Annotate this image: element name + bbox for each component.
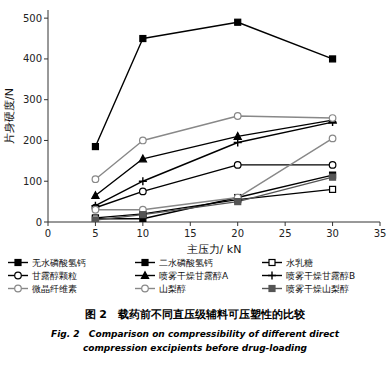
point xyxy=(235,19,241,25)
point xyxy=(92,206,99,213)
x-tick-label: 5 xyxy=(92,228,98,239)
point xyxy=(140,212,146,218)
x-tick-label: 0 xyxy=(45,228,51,239)
legend-marker xyxy=(141,272,148,279)
point xyxy=(140,211,146,217)
series-line xyxy=(95,177,332,220)
legend-label: 喷雾干燥甘露醇A xyxy=(159,271,229,281)
x-tick xyxy=(332,222,333,226)
point xyxy=(330,186,336,192)
x-tick xyxy=(237,222,238,226)
x-tick xyxy=(48,222,49,226)
point xyxy=(234,113,241,120)
y-tick xyxy=(44,181,48,182)
legend-marker xyxy=(269,286,275,292)
legend-marker xyxy=(142,260,148,266)
legend-label: 二水磷酸氢钙 xyxy=(159,258,213,268)
chart: 0 5 10 15 20 25 30 35 0 100 200 300 400 500 主压力/ kN 片身硬… xyxy=(0,0,390,371)
y-tick-label: 100 xyxy=(23,176,42,187)
y-tick xyxy=(44,222,48,223)
y-tick-label: 400 xyxy=(23,53,42,64)
legend: 无水磷酸氢钙 二水磷酸氢钙 水乳糖甘露醇颗粒 喷雾干燥甘露醇A 喷雾干燥甘露醇B 微晶纤维… xyxy=(8,258,355,294)
x-tick-label: 25 xyxy=(279,228,292,239)
y-tick xyxy=(44,58,48,59)
series-line xyxy=(95,122,332,206)
point xyxy=(329,162,336,169)
legend-label: 喷雾干燥甘露醇B xyxy=(286,271,355,281)
legend-marker xyxy=(142,285,149,292)
legend-label: 微晶纤维素 xyxy=(32,284,77,294)
x-axis-label: 主压力/ kN xyxy=(187,243,242,256)
x-tick-label: 30 xyxy=(326,228,339,239)
point xyxy=(329,135,336,142)
x-tick-label: 35 xyxy=(374,228,387,239)
x-tick xyxy=(142,222,143,226)
caption: Fig. 2 Comparison on compressibility of … xyxy=(51,329,340,339)
caption: compression excipients before drug-loadi… xyxy=(83,343,308,353)
series-line xyxy=(95,22,332,146)
point xyxy=(139,155,146,162)
series-line xyxy=(95,116,332,179)
legend-marker xyxy=(15,272,22,279)
caption: 图 2 载药前不同直压级辅料可压塑性的比较 xyxy=(85,308,307,321)
x-tick xyxy=(285,222,286,226)
legend-label: 山梨醇 xyxy=(159,284,186,294)
point xyxy=(234,139,242,147)
y-tick-label: 300 xyxy=(23,94,42,105)
series-line xyxy=(95,138,332,209)
point xyxy=(235,199,241,205)
x-tick xyxy=(95,222,96,226)
y-tick xyxy=(44,18,48,19)
legend-label: 甘露醇颗粒 xyxy=(32,271,77,281)
point xyxy=(92,144,98,150)
point xyxy=(330,56,336,62)
point xyxy=(92,176,99,183)
point xyxy=(140,137,147,144)
x-tick xyxy=(380,222,381,226)
point xyxy=(92,217,98,222)
y-tick-label: 200 xyxy=(23,135,42,146)
y-tick-label: 500 xyxy=(23,13,42,24)
x-tick-label: 10 xyxy=(136,228,149,239)
y-tick xyxy=(44,140,48,141)
y-tick-label: 0 xyxy=(36,217,42,228)
legend-label: 水乳糖 xyxy=(286,258,313,268)
legend-marker xyxy=(269,260,275,266)
point xyxy=(234,162,241,169)
y-axis-label: 片身硬度/N xyxy=(3,88,16,144)
point xyxy=(329,115,336,122)
series-line xyxy=(95,175,332,219)
x-tick-label: 20 xyxy=(231,228,244,239)
plot-area xyxy=(91,19,336,222)
legend-label: 喷雾干燥山梨醇 xyxy=(286,284,349,294)
point xyxy=(139,177,147,185)
y-tick xyxy=(44,99,48,100)
series-line xyxy=(95,189,332,218)
legend-marker xyxy=(268,272,276,280)
point xyxy=(330,174,336,180)
point xyxy=(140,188,147,195)
point xyxy=(234,133,241,140)
x-tick-label: 15 xyxy=(184,228,197,239)
x-tick xyxy=(190,222,191,226)
y-axis-line xyxy=(48,10,49,222)
legend-marker xyxy=(15,260,21,266)
point xyxy=(140,36,146,42)
legend-marker xyxy=(15,285,22,292)
point xyxy=(92,192,99,199)
series-line xyxy=(95,120,332,195)
legend-label: 无水磷酸氢钙 xyxy=(32,258,86,268)
